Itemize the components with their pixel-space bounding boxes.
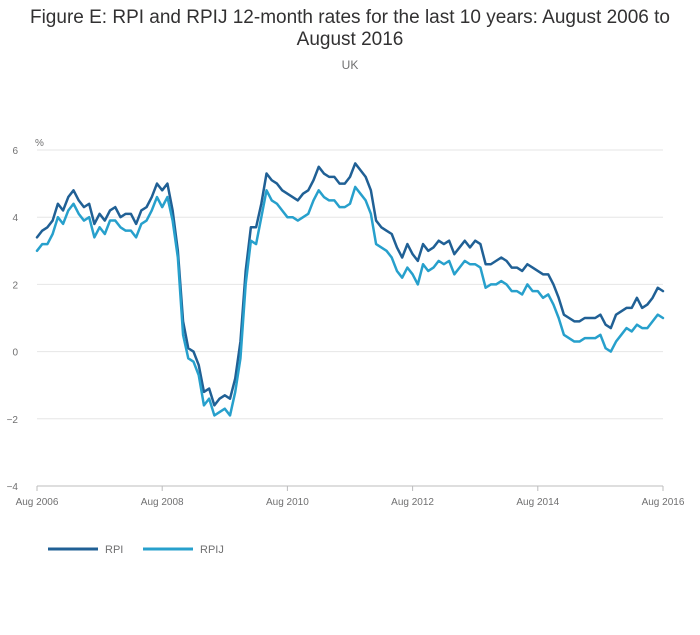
x-tick-label: Aug 2014: [516, 497, 559, 508]
y-tick-label: 2: [12, 280, 18, 291]
y-tick-label: −2: [7, 415, 19, 426]
legend-label: RPI: [105, 544, 123, 556]
x-tick-label: Aug 2008: [141, 497, 184, 508]
y-axis: 6 4 2 0 −2 −4%: [7, 138, 44, 493]
series-line-rpij: [35, 185, 665, 417]
y-tick-label: 0: [12, 348, 18, 359]
series-line-rpi: [35, 162, 665, 407]
y-axis-label: %: [35, 138, 44, 149]
y-tick-label: 6: [12, 146, 18, 157]
y-tick-label: −4: [7, 482, 19, 493]
x-tick-label: Aug 2006: [16, 497, 59, 508]
x-tick-label: Aug 2016: [642, 497, 685, 508]
x-axis: Aug 2006 Aug 2008 Aug 2010 Aug 2012 Aug 2014…: [16, 485, 685, 508]
x-tick-label: Aug 2012: [391, 497, 434, 508]
series-lines: [35, 162, 665, 417]
legend: RPI RPIJ: [48, 544, 224, 556]
chart-subtitle: UK: [341, 58, 359, 72]
x-tick-label: Aug 2010: [266, 497, 309, 508]
chart-title: Figure E: RPI and RPIJ 12-month rates fo…: [29, 7, 670, 50]
legend-label: RPIJ: [200, 544, 224, 556]
y-tick-label: 4: [12, 213, 18, 224]
gridlines: [37, 149, 663, 420]
